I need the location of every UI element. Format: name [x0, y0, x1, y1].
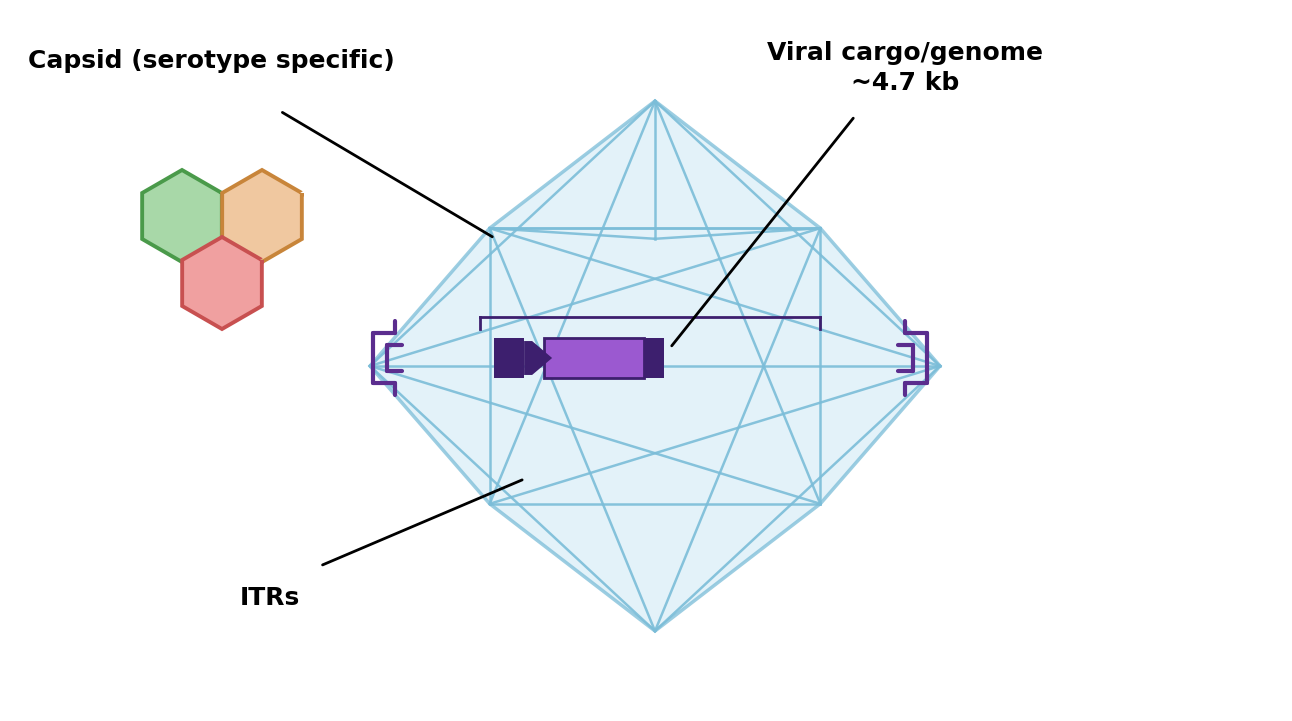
FancyArrow shape [525, 341, 552, 375]
Text: Capsid (serotype specific): Capsid (serotype specific) [28, 49, 395, 73]
Text: Viral cargo/genome
~4.7 kb: Viral cargo/genome ~4.7 kb [767, 41, 1043, 94]
Polygon shape [182, 237, 262, 329]
FancyBboxPatch shape [494, 338, 525, 378]
Polygon shape [370, 101, 941, 631]
Polygon shape [142, 170, 222, 262]
Text: ITRs: ITRs [240, 586, 300, 610]
Polygon shape [222, 170, 302, 262]
FancyBboxPatch shape [645, 338, 664, 378]
FancyBboxPatch shape [544, 338, 645, 378]
